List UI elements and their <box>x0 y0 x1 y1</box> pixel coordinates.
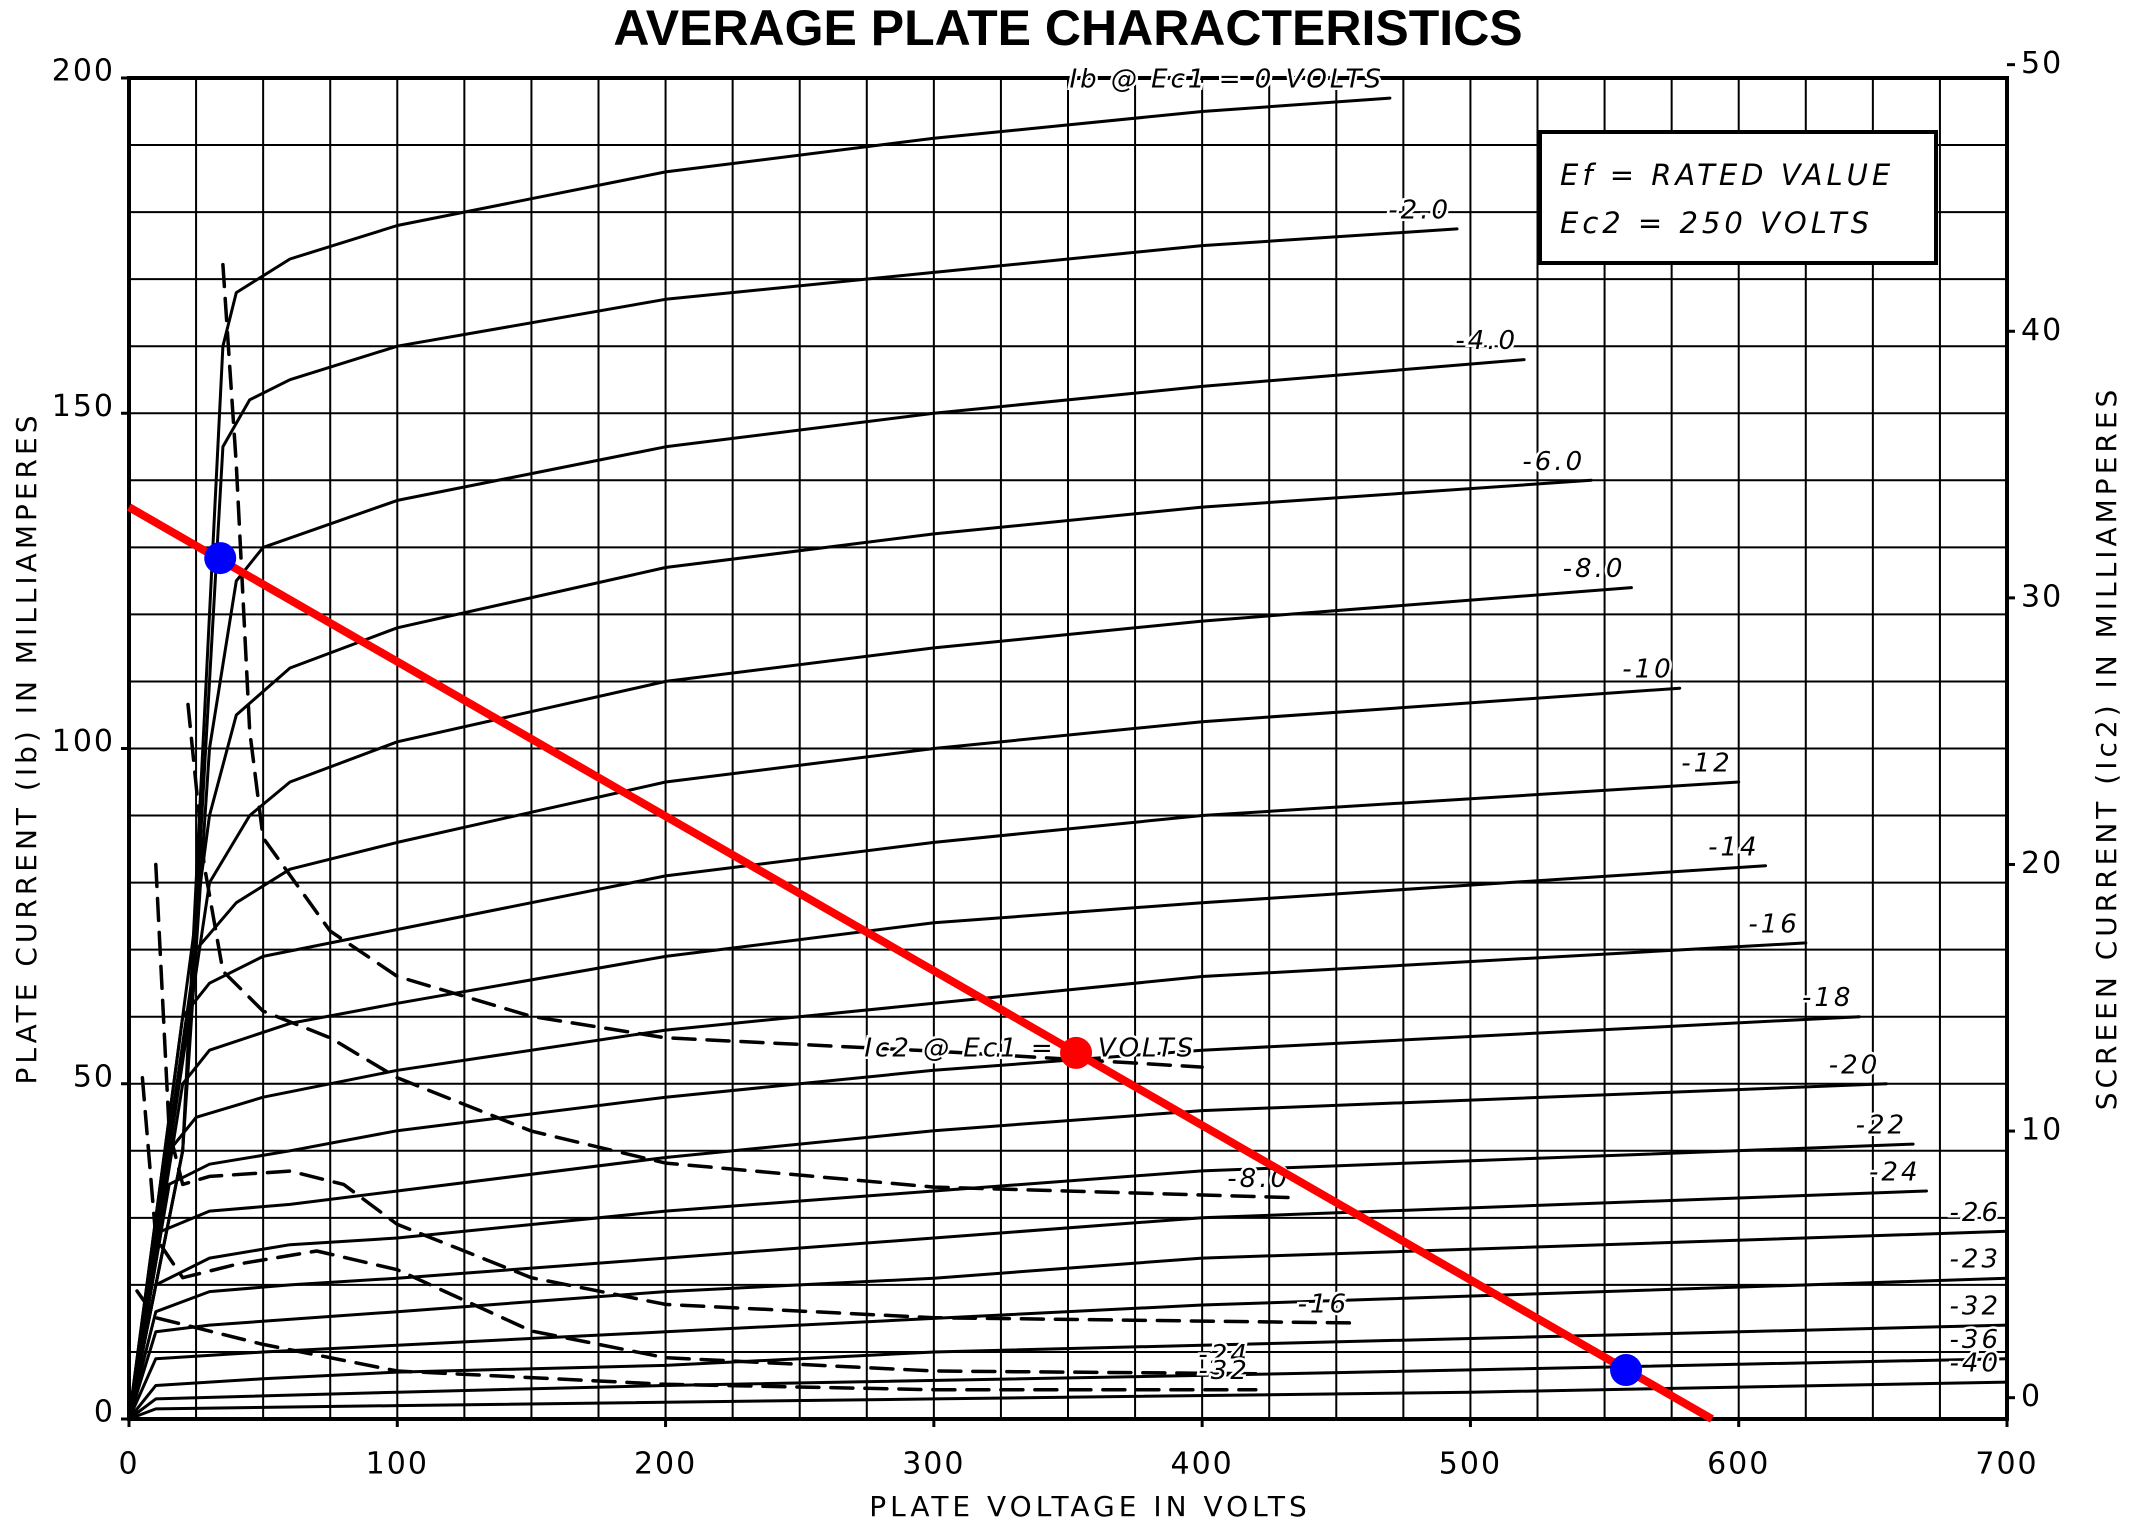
curve-label: -16 <box>1748 909 1799 939</box>
x-axis-title: PLATE VOLTAGE IN VOLTS <box>869 1490 1311 1523</box>
plate-current-curve <box>127 1276 2009 1421</box>
plate-current-curve <box>127 227 1459 1421</box>
plate-current-curve <box>127 1323 2009 1421</box>
curve-label: -6.0 <box>1522 447 1585 477</box>
chart-title: AVERAGE PLATE CHARACTERISTICS <box>613 0 1522 56</box>
plate-current-curve <box>127 96 1392 1421</box>
y2-axis-title: SCREEN CURRENT (Ic2) IN MILLIAMPERES <box>2090 386 2123 1111</box>
plate-current-curve <box>127 1357 2009 1421</box>
curve-label: Ic2 @ Ec1 = 0 VOLTS <box>864 1034 1196 1064</box>
plate-current-curve <box>127 586 1633 1421</box>
plate-current-curve <box>127 780 1741 1421</box>
operating-point <box>1060 1036 1093 1069</box>
curve-label: -40 <box>1950 1349 2001 1379</box>
y-tick-label: 100 <box>52 724 115 759</box>
curve-label: -18 <box>1802 983 1853 1013</box>
curve-label: -20 <box>1829 1050 1880 1080</box>
curve-label: -32 <box>1198 1356 1249 1386</box>
y-tick-label: 150 <box>52 389 115 424</box>
x-tick-label: 200 <box>634 1447 697 1482</box>
screen-current-curve <box>221 262 1204 1069</box>
y-tick-label: 0 <box>94 1395 115 1430</box>
curve-label: -24 <box>1198 1340 1249 1370</box>
load-line <box>127 503 1714 1423</box>
operating-point <box>204 542 237 575</box>
curve-label: -24 <box>1869 1158 1920 1188</box>
curve-label: -8.0 <box>1563 554 1626 584</box>
screen-current-curve <box>135 1289 1258 1392</box>
curve-label: -2.0 <box>1388 195 1451 225</box>
curve-label: -22 <box>1856 1111 1907 1141</box>
curve-label: -4.0 <box>1455 326 1518 356</box>
plate-current-curve <box>127 1380 2009 1421</box>
annotation: Ec2 = 250 VOLTS <box>1560 206 1873 240</box>
curve-label: -26 <box>1950 1198 2001 1228</box>
plate-current-curve <box>127 1082 1888 1421</box>
y-axis-title: PLATE CURRENT (Ib) IN MILLIAMPERES <box>10 412 43 1085</box>
screen-current-curve <box>140 1076 1258 1376</box>
operating-point <box>1610 1354 1643 1387</box>
annotation-box: Ef = RATED VALUE Ec2 = 250 VOLTS <box>1538 130 1938 265</box>
plate-current-curve <box>127 1229 2009 1421</box>
x-tick-label: 500 <box>1439 1447 1502 1482</box>
curve-label: -10 <box>1622 655 1673 685</box>
annotation: Ef = RATED VALUE <box>1560 158 1894 192</box>
plate-current-curve <box>127 1142 1915 1421</box>
x-tick-label: 100 <box>366 1447 429 1482</box>
curve-label: -16 <box>1298 1290 1349 1320</box>
x-tick-label: 0 <box>118 1447 139 1482</box>
x-tick-label: 400 <box>1171 1447 1234 1482</box>
y2-tick-label: 0 <box>2021 1379 2042 1414</box>
plate-current-curve <box>127 686 1682 1421</box>
curve-label: Ib @ Ec1 = 0 VOLTS <box>1069 65 1383 95</box>
y2-tick-label: 10 <box>2021 1113 2063 1148</box>
screen-current-curve <box>186 702 1298 1200</box>
plate-current-curve <box>127 1189 1928 1421</box>
y-tick-label: 200 <box>52 54 115 89</box>
plate-current-curve <box>127 358 1526 1421</box>
plate-current-curve <box>127 941 1808 1421</box>
annotation-frame <box>1538 130 1938 265</box>
curve-label: -32 <box>1950 1292 2001 1322</box>
curve-label: -23 <box>1950 1245 2001 1275</box>
y2-tick-label: 40 <box>2021 313 2063 348</box>
plate-current-curve <box>127 478 1593 1421</box>
x-tick-label: 700 <box>1975 1447 2038 1482</box>
y2-tick-label: 50 <box>2021 46 2063 81</box>
x-tick-label: 600 <box>1707 1447 1770 1482</box>
x-tick-label: 300 <box>902 1447 965 1482</box>
y-tick-label: 50 <box>73 1059 115 1094</box>
y2-tick-label: 30 <box>2021 579 2063 614</box>
plate-current-curve <box>127 864 1767 1421</box>
curve-label: -36 <box>1950 1325 2001 1355</box>
screen-current-curve <box>154 862 1357 1325</box>
y2-tick-label: 20 <box>2021 846 2063 881</box>
curve-label: -12 <box>1681 749 1732 779</box>
curve-label: -14 <box>1708 832 1759 862</box>
